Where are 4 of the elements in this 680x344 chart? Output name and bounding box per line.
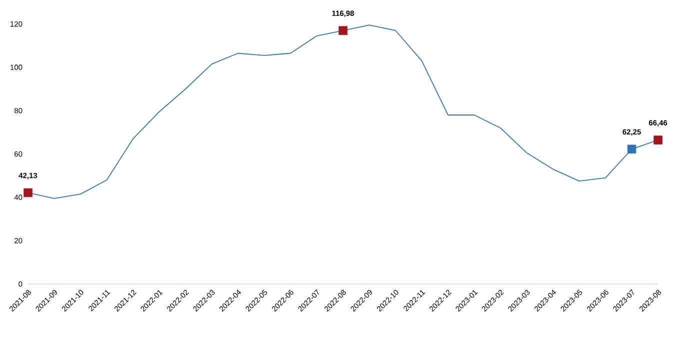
point <box>654 136 662 144</box>
point <box>24 188 32 198</box>
point <box>627 144 636 154</box>
point <box>338 26 348 35</box>
